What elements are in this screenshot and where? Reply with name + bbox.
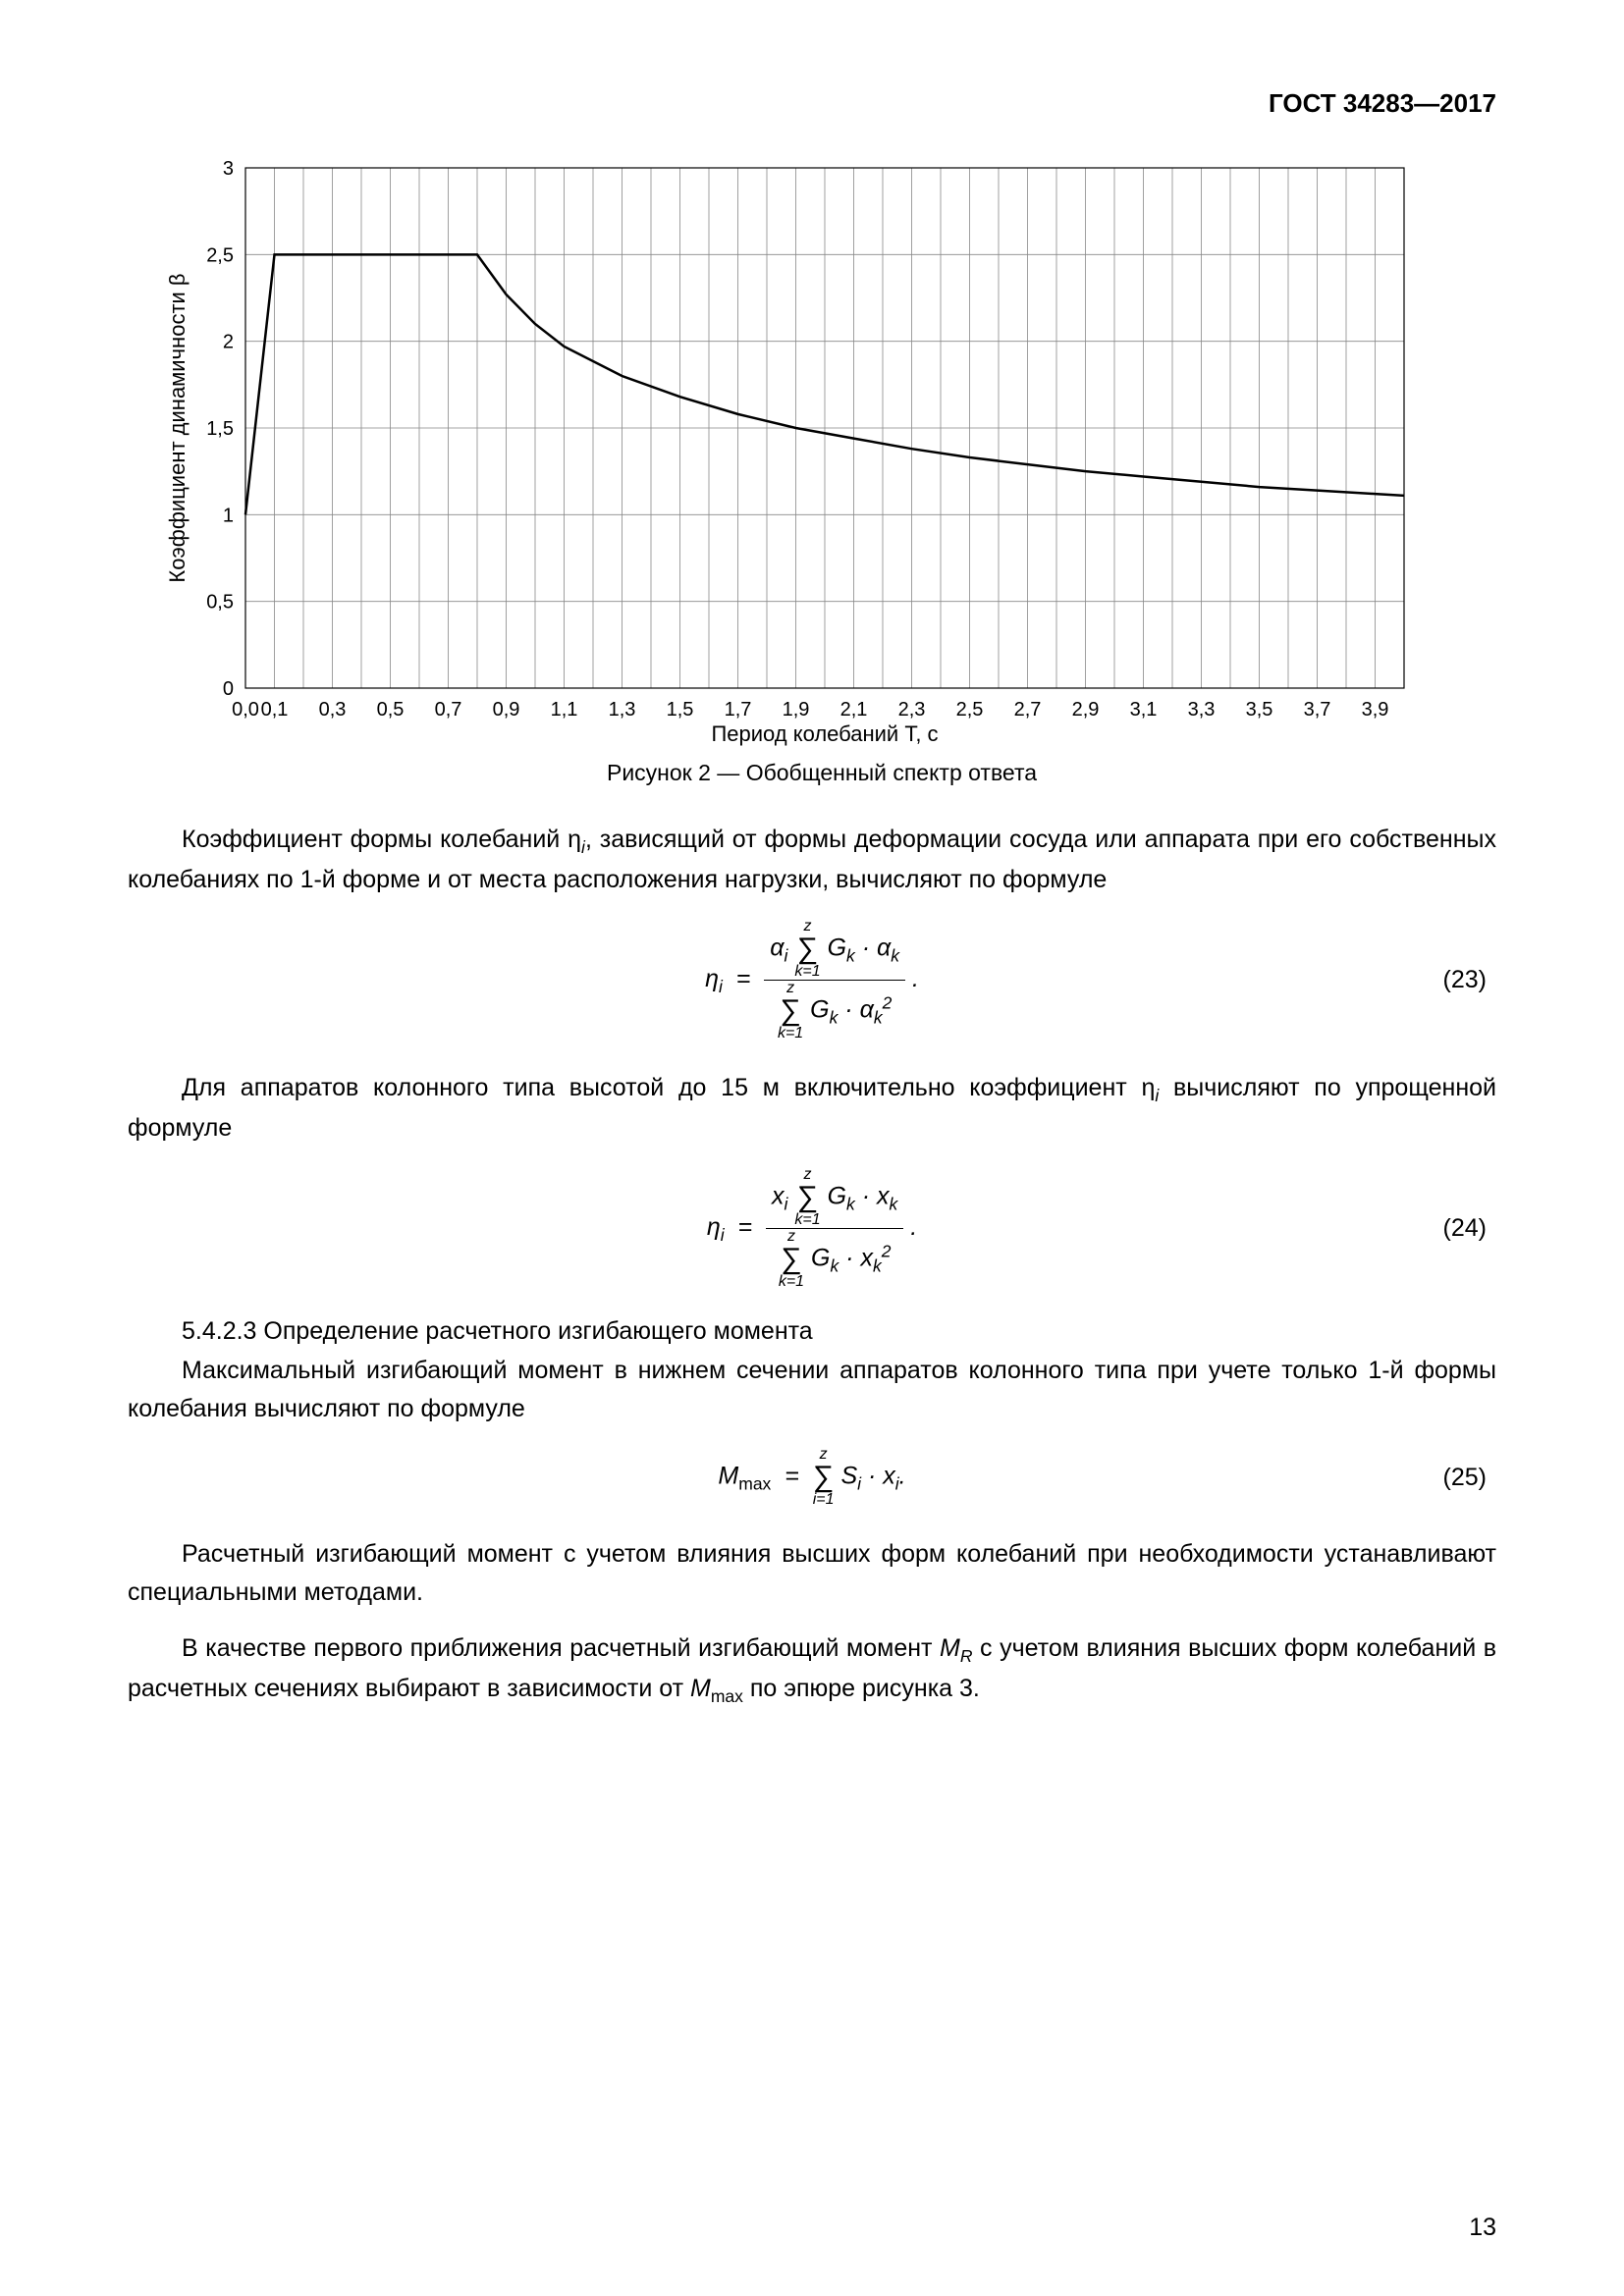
paragraph-5: В качестве первого приближения расчетный… (128, 1629, 1496, 1710)
svg-text:3,3: 3,3 (1188, 699, 1216, 721)
svg-text:1,1: 1,1 (551, 699, 578, 721)
svg-text:0,5: 0,5 (377, 699, 405, 721)
svg-text:1: 1 (223, 505, 234, 526)
svg-text:0,9: 0,9 (493, 699, 520, 721)
formula-23-row: ηi = αi z∑k=1 Gk · αk z∑k=1 Gk · αk2 . (… (128, 919, 1496, 1041)
formula-24: ηi = xi z∑k=1 Gk · xk z∑k=1 Gk · xk2 . (707, 1167, 917, 1290)
svg-text:Коэффициент динамичности β: Коэффициент динамичности β (165, 273, 189, 582)
standard-header: ГОСТ 34283—2017 (128, 88, 1496, 119)
section-5-4-2-3: 5.4.2.3 Определение расчетного изгибающе… (128, 1317, 1496, 1346)
svg-text:0,7: 0,7 (435, 699, 462, 721)
svg-text:0,3: 0,3 (319, 699, 347, 721)
svg-text:2: 2 (223, 332, 234, 353)
svg-text:Период колебаний T, с: Период колебаний T, с (711, 721, 938, 746)
svg-text:3,7: 3,7 (1304, 699, 1331, 721)
paragraph-1: Коэффициент формы колебаний ηi, зависящи… (128, 821, 1496, 899)
paragraph-2: Для аппаратов колонного типа высотой до … (128, 1069, 1496, 1148)
svg-text:2,1: 2,1 (840, 699, 868, 721)
response-spectrum-chart: 0,00,1 0,3 0,5 0,7 0,9 1,1 1,3 1,5 1,7 1,9 2,1 2,3 2… (147, 158, 1424, 747)
formula-number-23: (23) (1443, 966, 1496, 993)
formula-number-24: (24) (1443, 1214, 1496, 1242)
chart-container: 0,00,1 0,3 0,5 0,7 0,9 1,1 1,3 1,5 1,7 1,9 2,1 2,3 2… (147, 158, 1496, 786)
document-page: ГОСТ 34283—2017 0,00,1 0,3 0,5 0,7 0,9 1,1 1,3… (0, 0, 1624, 2296)
formula-23: ηi = αi z∑k=1 Gk · αk z∑k=1 Gk · αk2 . (705, 919, 919, 1041)
chart-caption: Рисунок 2 — Обобщенный спектр ответа (147, 760, 1496, 786)
svg-text:0,5: 0,5 (206, 592, 234, 614)
svg-text:1,5: 1,5 (667, 699, 694, 721)
svg-text:1,5: 1,5 (206, 418, 234, 440)
svg-text:3: 3 (223, 158, 234, 180)
svg-text:0,1: 0,1 (261, 699, 289, 721)
paragraph-4: Расчетный изгибающий момент с учетом вли… (128, 1535, 1496, 1612)
formula-25-row: Mmax = z∑i=1 Si · xi. (25) (128, 1447, 1496, 1508)
svg-text:3,5: 3,5 (1246, 699, 1273, 721)
paragraph-3: Максимальный изгибающий момент в нижнем … (128, 1352, 1496, 1428)
svg-text:1,7: 1,7 (725, 699, 752, 721)
svg-text:1,3: 1,3 (609, 699, 636, 721)
page-number: 13 (1469, 2214, 1496, 2242)
formula-25: Mmax = z∑i=1 Si · xi. (718, 1447, 905, 1508)
svg-text:3,9: 3,9 (1362, 699, 1389, 721)
svg-text:1,9: 1,9 (783, 699, 810, 721)
svg-text:2,9: 2,9 (1072, 699, 1100, 721)
svg-text:2,3: 2,3 (898, 699, 926, 721)
svg-text:2,7: 2,7 (1014, 699, 1042, 721)
svg-text:0,0: 0,0 (232, 699, 259, 721)
formula-number-25: (25) (1443, 1464, 1496, 1491)
svg-text:2,5: 2,5 (206, 244, 234, 266)
svg-text:0: 0 (223, 678, 234, 700)
formula-24-row: ηi = xi z∑k=1 Gk · xk z∑k=1 Gk · xk2 . (… (128, 1167, 1496, 1290)
svg-text:2,5: 2,5 (956, 699, 984, 721)
svg-text:3,1: 3,1 (1130, 699, 1158, 721)
